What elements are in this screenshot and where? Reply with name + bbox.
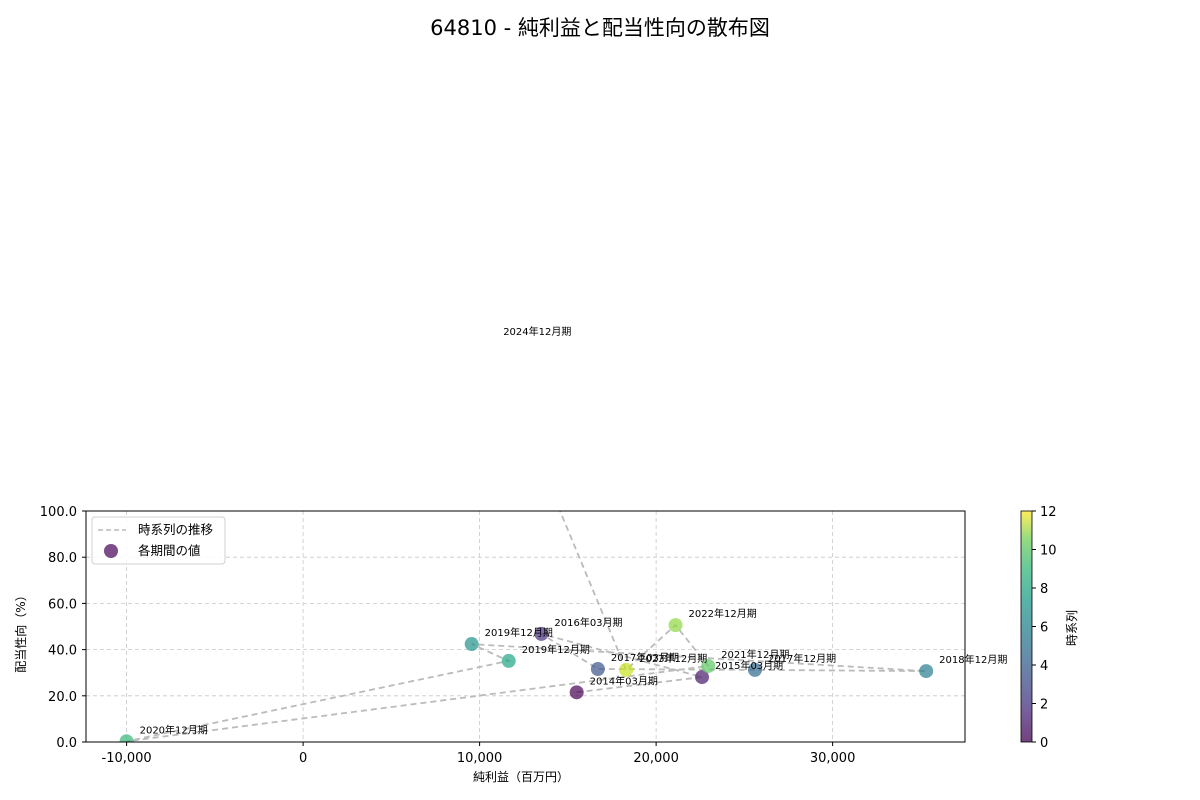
y-tick-label: 60.0 [48, 597, 77, 612]
chart-title: 64810 - 純利益と配当性向の散布図 [430, 16, 770, 40]
data-point[interactable] [668, 618, 683, 633]
x-tick-label: 20,000 [633, 751, 679, 766]
colorbar-tick-label: 12 [1040, 505, 1057, 520]
data-point-label: 2015年03月期 [715, 659, 783, 672]
x-tick-label: 30,000 [810, 751, 856, 766]
data-point-label: 2023年12月期 [639, 652, 707, 665]
data-points [119, 618, 934, 748]
y-tick-label: 20.0 [48, 690, 77, 705]
data-point-label: 2016年03月期 [554, 616, 622, 629]
y-tick-label: 40.0 [48, 644, 77, 659]
data-point-label: 2019年12月期 [485, 626, 553, 639]
colorbar-gradient [1020, 510, 1033, 743]
data-point-label: 2019年12月期 [522, 643, 590, 656]
x-axis-label: 純利益（百万円） [473, 770, 569, 784]
x-tick-label: 10,000 [457, 751, 503, 766]
trend-line [126, 511, 927, 742]
data-point[interactable] [464, 637, 479, 652]
data-point-label: 2020年12月期 [140, 723, 208, 736]
legend-label-trend: 時系列の推移 [138, 522, 213, 537]
data-point-label: 2014年03月期 [590, 674, 658, 687]
data-point[interactable] [619, 662, 634, 677]
plot-frame [85, 510, 966, 743]
data-point[interactable] [701, 659, 716, 674]
y-tick-label: 100.0 [40, 505, 77, 520]
data-point-label: 2022年12月期 [689, 607, 757, 620]
data-point[interactable] [695, 670, 710, 685]
y-tick-label: 0.0 [56, 736, 77, 751]
data-point-label: 2024年12月期 [503, 325, 571, 338]
legend: 時系列の推移 各期間の値 [91, 516, 226, 565]
data-point-label: 2021年12月期 [721, 648, 789, 661]
data-point-label: 2017年03月期 [611, 651, 679, 664]
data-point[interactable] [569, 685, 584, 700]
colorbar-tick-label: 8 [1040, 582, 1048, 597]
colorbar-tick-label: 10 [1040, 544, 1057, 559]
legend-label-values: 各期間の値 [138, 543, 201, 558]
y-axis-ticks: 0.0 20.0 40.0 60.0 80.0 100.0 [40, 505, 86, 751]
colorbar-tick-label: 4 [1040, 659, 1048, 674]
x-axis-ticks: -10,000 0 10,000 20,000 30,000 [102, 742, 856, 766]
data-point[interactable] [534, 626, 549, 641]
x-tick-label: -10,000 [102, 751, 152, 766]
colorbar-label: 時系列 [1065, 610, 1079, 646]
legend-box [91, 516, 226, 565]
colorbar: 0 2 4 6 8 10 12 時系列 [1020, 505, 1079, 751]
point-labels: 2014年03月期 2015年03月期 2016年03月期 2017年03月期 2017… [140, 325, 1008, 736]
y-axis-label: 配当性向（%） [13, 589, 28, 672]
colorbar-ticks: 0 2 4 6 8 10 12 [1032, 505, 1057, 751]
time-series-trend-line [126, 511, 927, 742]
colorbar-tick-label: 6 [1040, 621, 1048, 636]
y-tick-label: 80.0 [48, 551, 77, 566]
data-point[interactable] [501, 653, 516, 668]
data-point[interactable] [919, 664, 934, 679]
colorbar-tick-label: 2 [1040, 698, 1048, 713]
data-point[interactable] [119, 734, 134, 748]
data-point-label: 2017年12月期 [768, 652, 836, 665]
data-point[interactable] [590, 662, 605, 677]
colorbar-tick-label: 0 [1040, 736, 1048, 751]
x-tick-label: 0 [299, 751, 307, 766]
data-point-label: 2018年12月期 [939, 653, 1007, 666]
data-point[interactable] [747, 662, 762, 677]
legend-marker-icon [104, 544, 118, 558]
